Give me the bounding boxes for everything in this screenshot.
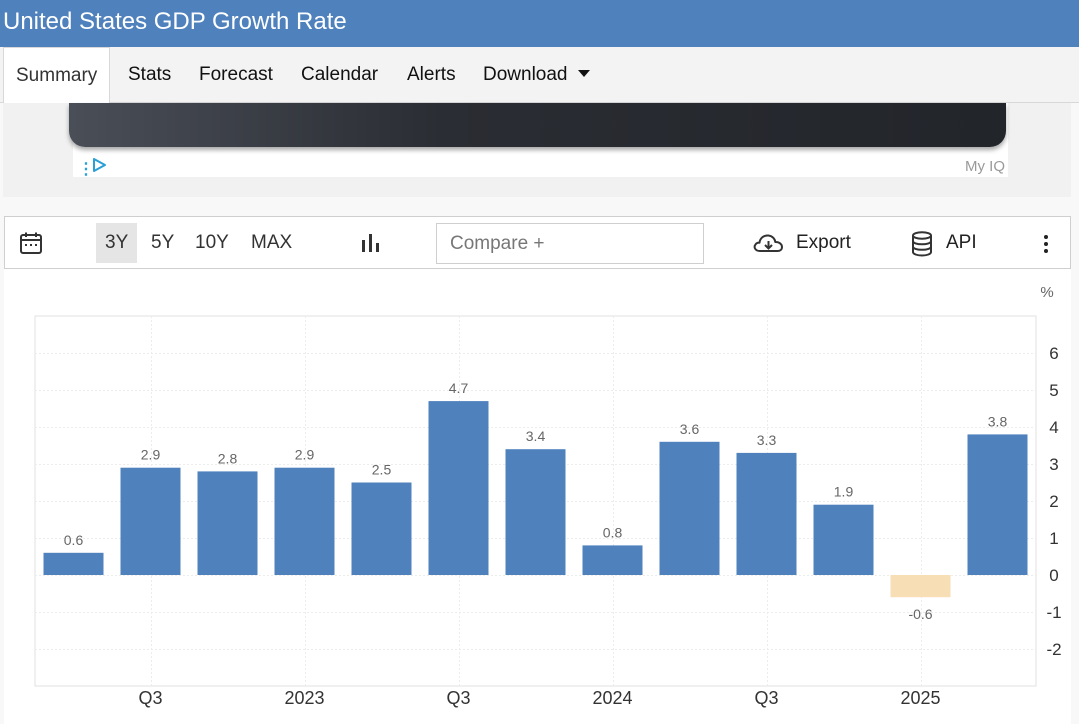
x-tick-label: 2023 xyxy=(284,688,324,708)
export-button[interactable]: Export xyxy=(796,232,851,253)
data-label: 3.6 xyxy=(680,421,700,437)
bar xyxy=(351,482,412,575)
range-10y-button[interactable]: 10Y xyxy=(195,232,229,253)
data-label: 3.8 xyxy=(988,413,1008,429)
x-tick-label: 2025 xyxy=(900,688,940,708)
data-label: 3.4 xyxy=(526,428,546,444)
bar xyxy=(197,471,258,575)
bar xyxy=(890,575,951,598)
title-bar: United States GDP Growth Rate xyxy=(0,0,1079,47)
range-5y-button[interactable]: 5Y xyxy=(151,232,175,253)
bar xyxy=(582,545,643,575)
y-tick-label: 2 xyxy=(1049,492,1058,511)
bar xyxy=(659,441,720,575)
tab-download-label: Download xyxy=(483,64,568,85)
ad-area: ⋮ My IQ xyxy=(3,103,1071,197)
data-label: 3.3 xyxy=(757,432,777,448)
ad-banner[interactable] xyxy=(69,103,1006,147)
calendar-icon[interactable] xyxy=(19,231,43,255)
tab-summary[interactable]: Summary xyxy=(3,47,111,104)
chart-panel: 6 5 4 3 2 1 0 -1 -2% 0.6 2.9 2.8 2.9 2.5 4.7 3.4 0.8 3.6 3… xyxy=(4,269,1071,724)
bar xyxy=(967,434,1028,575)
data-label: 2.8 xyxy=(218,450,238,466)
data-label: 0.8 xyxy=(603,524,623,540)
x-tick-label: Q3 xyxy=(446,688,470,708)
data-label: 0.6 xyxy=(64,532,84,548)
y-tick-label: -2 xyxy=(1046,640,1061,659)
ad-options-icon[interactable]: ⋮ xyxy=(78,161,94,178)
data-label: 2.9 xyxy=(295,447,315,463)
data-label: 1.9 xyxy=(834,484,854,500)
y-tick-label: 0 xyxy=(1049,566,1058,585)
data-label: -0.6 xyxy=(908,606,932,622)
api-button[interactable]: API xyxy=(946,232,977,253)
bar xyxy=(428,401,489,575)
data-label: 2.5 xyxy=(372,462,392,478)
x-tick-label: Q3 xyxy=(138,688,162,708)
compare-input[interactable] xyxy=(436,223,704,264)
bar xyxy=(505,449,566,575)
y-tick-label: 4 xyxy=(1049,418,1058,437)
chart-toolbar: 3Y 5Y 10Y MAX Export API xyxy=(4,216,1071,269)
cloud-download-icon[interactable] xyxy=(752,231,784,255)
tab-calendar[interactable]: Calendar xyxy=(301,64,379,85)
y-tick-label: -1 xyxy=(1046,603,1061,622)
gdp-bar-chart: 6 5 4 3 2 1 0 -1 -2% 0.6 2.9 2.8 2.9 2.5 4.7 3.4 0.8 3.6 3… xyxy=(34,284,1062,708)
data-label: 4.7 xyxy=(449,380,469,396)
bar xyxy=(43,552,104,575)
chart-type-icon[interactable] xyxy=(359,232,381,254)
y-tick-label: 5 xyxy=(1049,381,1058,400)
database-icon[interactable] xyxy=(911,231,933,257)
page-title: United States GDP Growth Rate xyxy=(3,8,347,35)
y-tick-label: 6 xyxy=(1049,344,1058,363)
bar xyxy=(813,504,874,575)
x-tick-label: Q3 xyxy=(754,688,778,708)
tab-download[interactable]: Download xyxy=(483,47,590,103)
more-options-icon[interactable] xyxy=(1041,234,1051,254)
y-tick-label: 1 xyxy=(1049,529,1058,548)
x-tick-label: 2024 xyxy=(592,688,632,708)
bar xyxy=(274,467,335,575)
bar xyxy=(736,452,797,575)
tab-alerts[interactable]: Alerts xyxy=(407,64,456,85)
y-tick-label: 3 xyxy=(1049,455,1058,474)
range-max-button[interactable]: MAX xyxy=(251,232,293,253)
tab-forecast[interactable]: Forecast xyxy=(199,64,273,85)
ad-choices-icon[interactable] xyxy=(91,157,107,173)
range-3y-button[interactable]: 3Y xyxy=(96,223,138,263)
y-unit-label: % xyxy=(1040,284,1053,301)
bar xyxy=(120,467,181,575)
tab-bar: Summary Stats Forecast Calendar Alerts D… xyxy=(0,47,1079,104)
data-label: 2.9 xyxy=(141,447,161,463)
tab-stats[interactable]: Stats xyxy=(128,64,172,85)
ad-corner-label: My IQ xyxy=(965,158,1005,175)
caret-down-icon xyxy=(577,69,590,77)
